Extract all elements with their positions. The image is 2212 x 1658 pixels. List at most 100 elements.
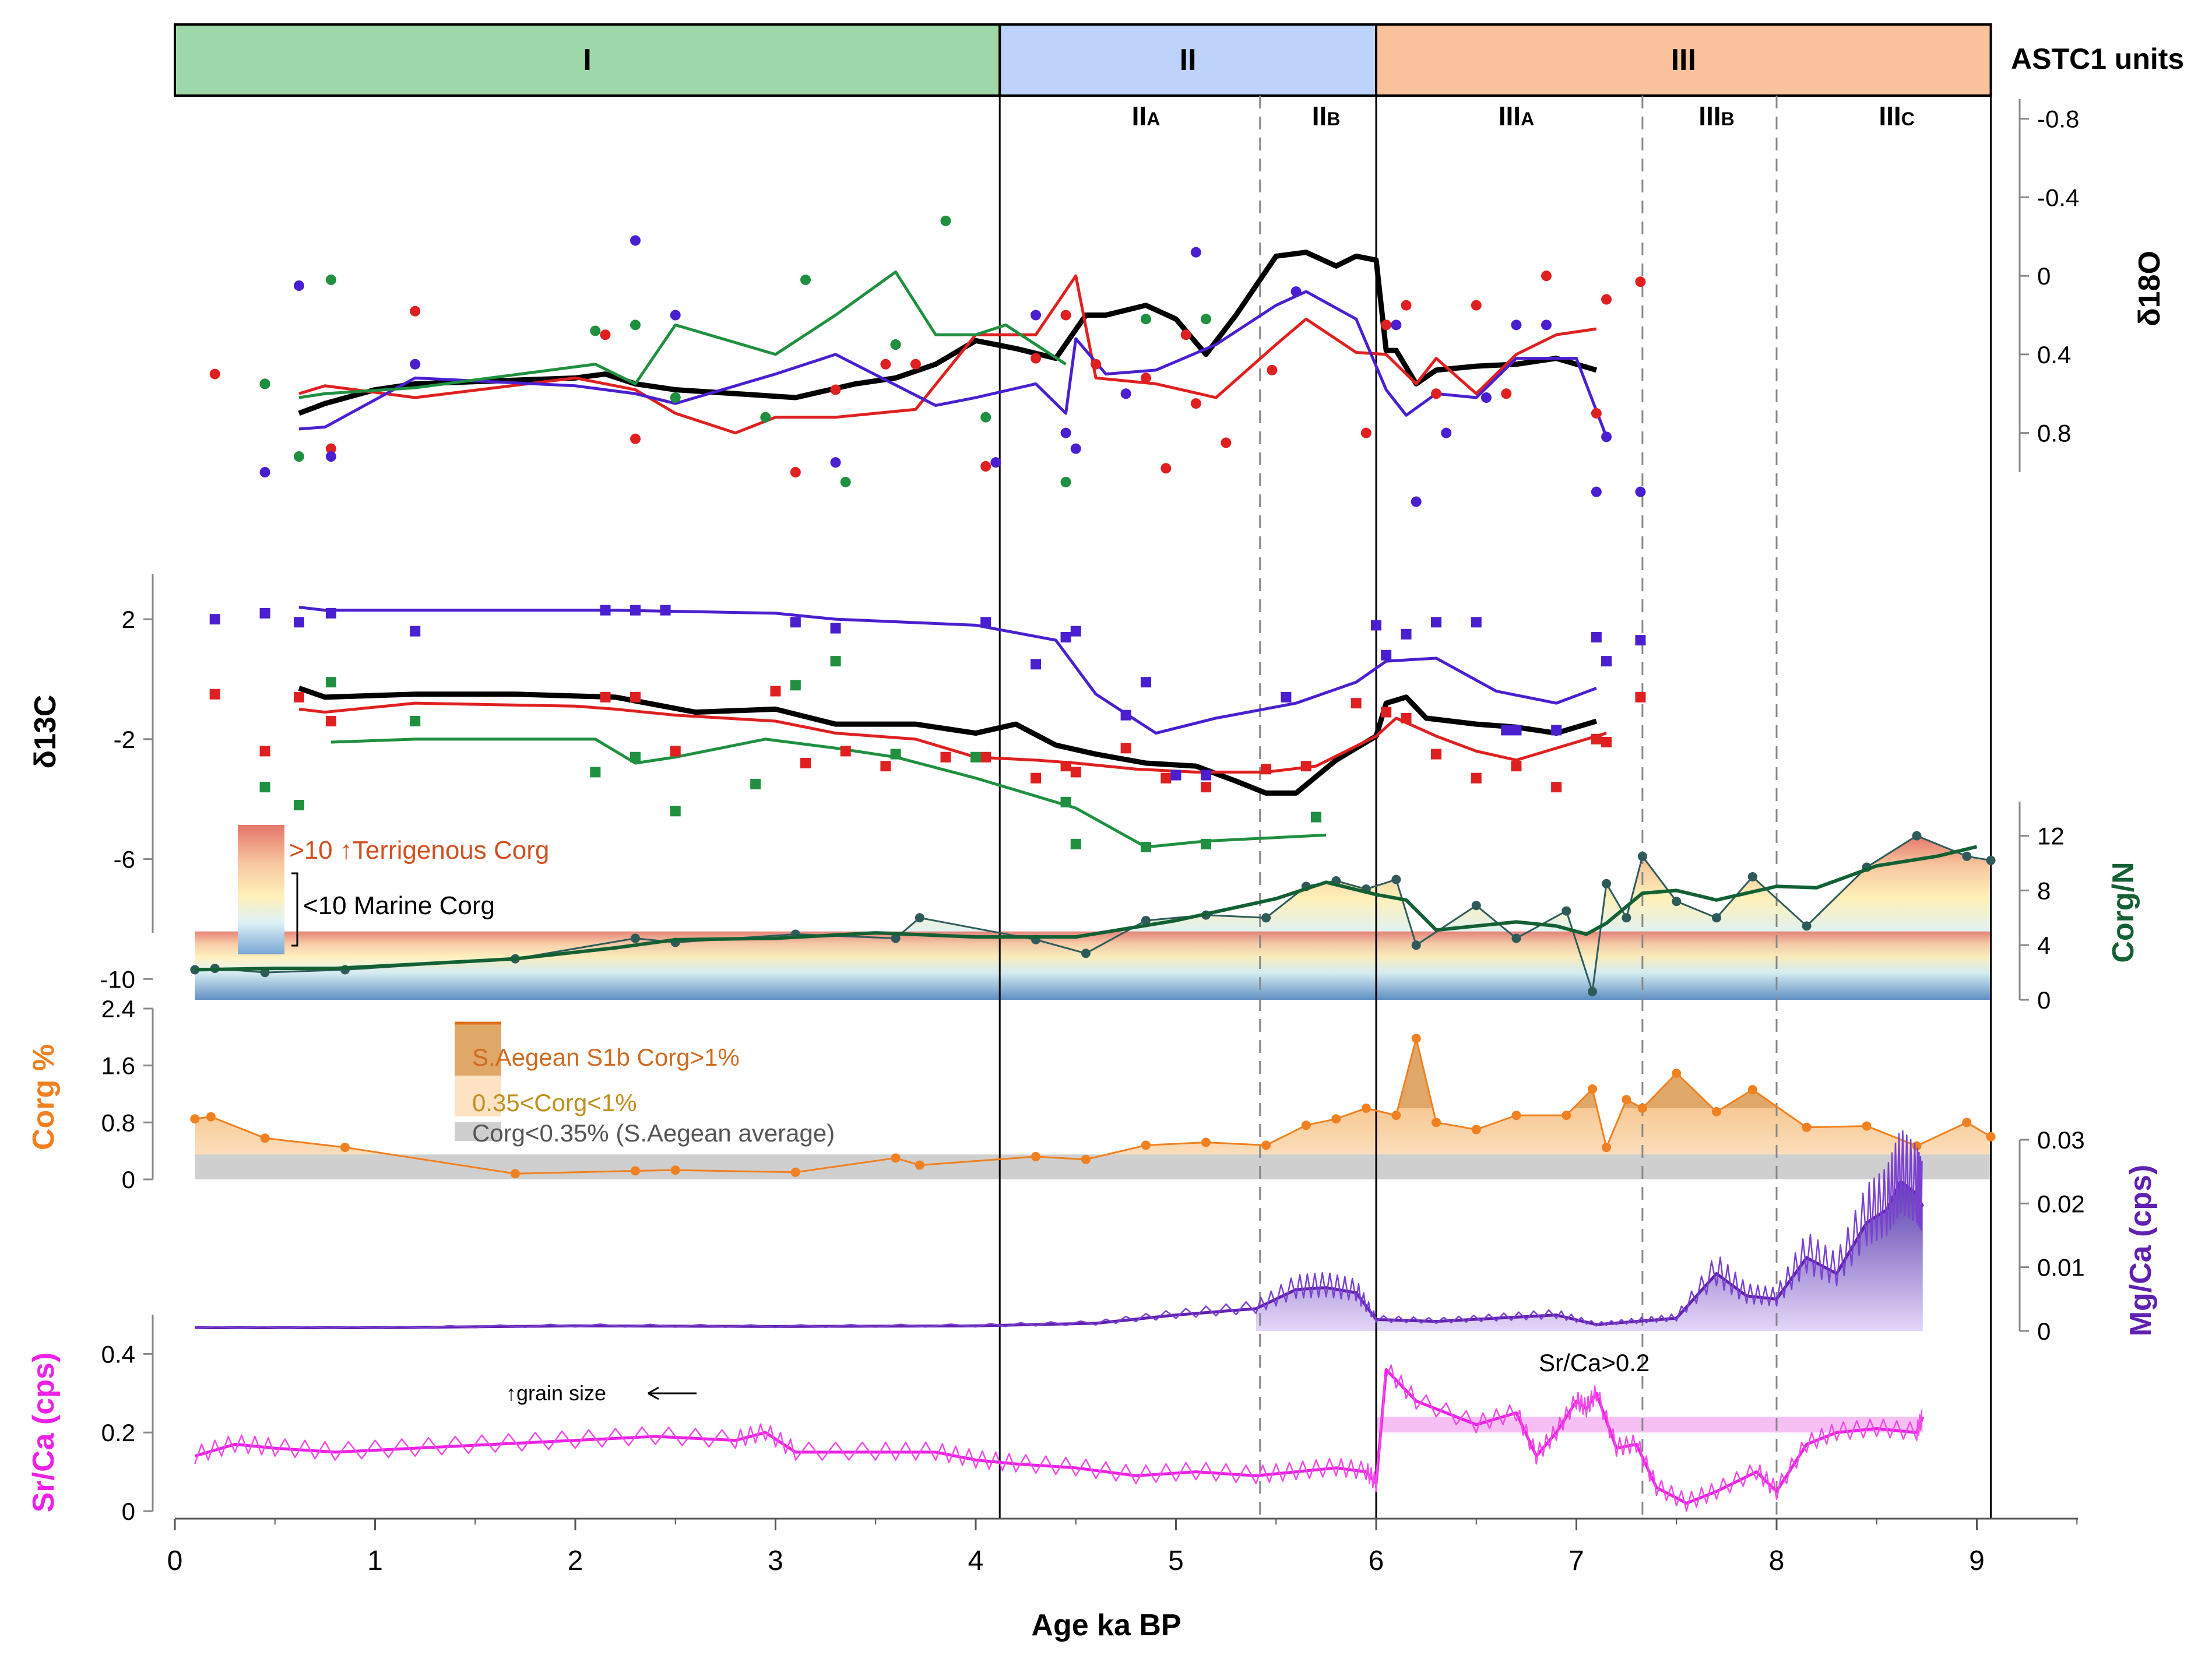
d13c-sample-point <box>293 691 304 702</box>
unit-boundaries <box>998 96 1992 1519</box>
d18o-sample-point <box>1591 486 1602 497</box>
legend-terrigenous-corg: >10 ↑Terrigenous Corg <box>289 836 549 865</box>
corg-n-line-measured-marker <box>631 933 641 943</box>
corg-y-tick-label: 0 <box>122 1166 135 1193</box>
mg-ca-line-raw <box>195 1130 1923 1329</box>
d13c-sample-point <box>880 761 891 772</box>
d18o-sample-point <box>1190 247 1201 258</box>
d13c-sample-point <box>410 626 421 637</box>
d18o-sample-point <box>1140 373 1151 384</box>
corg-y-tick-label: 2.4 <box>101 995 135 1023</box>
d13c-sample-point <box>980 751 991 763</box>
y-axis-title-d13c: δ13C <box>29 695 62 769</box>
d13c-sample-point <box>1070 767 1081 778</box>
unit-label-II: II <box>1180 43 1197 77</box>
corg-line-marker <box>1201 1137 1211 1147</box>
sr-ca-line-raw <box>194 1364 1923 1512</box>
d13c-sample-point <box>1371 620 1381 631</box>
x-tick-label: 9 <box>1969 1545 1985 1576</box>
d13c-sample-point <box>325 677 336 688</box>
d13c-sample-point <box>293 617 304 628</box>
d13c-sample-point <box>980 617 991 628</box>
corg-n-legend-swatch <box>238 825 284 954</box>
d18o-sample-point <box>630 235 641 246</box>
corg-legend-low <box>455 1122 501 1141</box>
corg-line-marker <box>1361 1103 1371 1113</box>
subunit-label-IIIB: IIIB <box>1698 101 1734 131</box>
corg-n-line-measured-marker <box>1747 872 1757 881</box>
d18o-sample-point <box>325 451 336 462</box>
d18o-sample-point <box>1601 294 1612 305</box>
corg-line-marker <box>1391 1111 1401 1120</box>
d18o-sample-point <box>1060 427 1071 438</box>
d13c-sample-point <box>209 614 220 625</box>
y-axis-title-corg-n: Corg/N <box>2107 862 2140 963</box>
d18o-sample-point <box>1411 496 1422 507</box>
y-axis-title-corg: Corg % <box>27 1044 61 1150</box>
corg-line-marker <box>1141 1140 1151 1150</box>
legend-mid-corg: 0.35<Corg<1% <box>472 1089 637 1116</box>
d13c-sample-point <box>1601 737 1612 747</box>
x-tick-label: 6 <box>1369 1545 1384 1576</box>
corg-line-marker <box>631 1166 641 1176</box>
d18o-sample-point <box>1480 392 1492 403</box>
d18o-sample-point <box>1431 388 1442 399</box>
d13c-sample-point <box>1401 628 1412 640</box>
d18o-sample-point <box>209 368 220 380</box>
subunit-label-IIB: IIB <box>1312 101 1341 131</box>
d18o-line-green <box>298 270 1067 399</box>
d18o-sample-point <box>1221 437 1232 448</box>
x-tick-label: 5 <box>1168 1545 1184 1576</box>
d18o-line-mean <box>298 250 1598 416</box>
legend-low-corg: Corg<0.35% (S.Aegean average) <box>472 1119 835 1147</box>
d13c-sample-point <box>1060 796 1071 807</box>
unit-label-III: III <box>1671 43 1696 77</box>
d18o-sample-point <box>1591 408 1602 419</box>
d13c-sample-point <box>670 806 681 817</box>
d18o-sample-point <box>1635 276 1646 287</box>
d13c-sample-point <box>1281 691 1292 702</box>
corg-n-line-measured-marker <box>1562 906 1571 916</box>
corg-n-legend-bracket <box>291 872 298 947</box>
sr_ca-y-tick-label: 0.2 <box>101 1419 135 1446</box>
d18O-y-tick-label: 0.4 <box>2037 341 2071 368</box>
d18o-sample-point <box>990 457 1001 468</box>
d18o-sample-point <box>1441 427 1452 438</box>
d18o-sample-point <box>1120 388 1131 399</box>
corg-legend-high <box>455 1023 501 1076</box>
corg-line-marker <box>1587 1084 1597 1094</box>
x-tick-label: 0 <box>167 1545 183 1576</box>
corg-line <box>195 1037 1992 1175</box>
d13c-sample-point <box>1511 725 1522 736</box>
mg_ca-y-tick-label: 0.01 <box>2037 1254 2085 1281</box>
d18o-sample-point <box>259 378 270 389</box>
d13c-sample-point <box>1431 617 1442 628</box>
d18o-sample-point <box>259 467 270 477</box>
d13c-sample-point <box>259 746 270 757</box>
d13c-sample-point <box>790 617 801 628</box>
sr-ca-line <box>194 1368 1925 1505</box>
corg-line-marker <box>1511 1111 1521 1120</box>
subunit-label-IIIC: IIIC <box>1879 101 1914 131</box>
d18o-sample-point <box>1031 310 1042 321</box>
corg-y-tick-label: 0.8 <box>101 1109 135 1136</box>
mg_ca-y-tick-label: 0.03 <box>2037 1126 2085 1154</box>
corg-n-line-measured-marker <box>1587 986 1597 996</box>
sr_ca-y-tick-label: 0.4 <box>101 1340 135 1368</box>
d13C-y-tick-label: -6 <box>114 846 135 873</box>
corg-y-tick-label: 1.6 <box>101 1052 135 1080</box>
d18o-sample-point <box>840 476 851 487</box>
corg-line-marker <box>260 1133 270 1143</box>
legend-s1b-corg: S.Aegean S1b Corg>1% <box>472 1044 740 1071</box>
d18o-sample-point <box>670 392 681 403</box>
corg-line-marker <box>1622 1095 1631 1105</box>
d13c-sample-point <box>660 605 671 616</box>
corg-line-marker <box>1711 1107 1721 1117</box>
d13c-sample-point <box>1591 733 1602 744</box>
corg-high-area <box>1398 1038 1780 1108</box>
corg-n-line-measured-marker <box>1411 940 1421 950</box>
x-tick-label: 3 <box>768 1545 783 1576</box>
corg-n-marine-band <box>195 931 1991 1000</box>
corg-n-line-measured-marker <box>1511 933 1521 943</box>
d13c-sample-point <box>410 716 421 726</box>
